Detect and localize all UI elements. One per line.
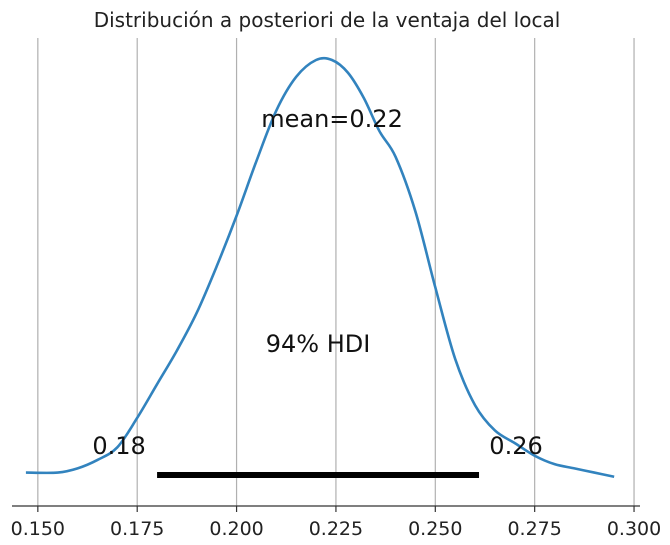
hdi-low-label: 0.18: [92, 432, 145, 460]
x-axis-ticks: 0.150 0.175 0.200 0.225 0.250 0.275 0.300: [11, 506, 661, 540]
mean-annotation: mean=0.22: [261, 105, 403, 133]
x-gridlines: [37, 38, 635, 506]
x-tick-label: 0.275: [507, 518, 561, 540]
hdi-label: 94% HDI: [266, 330, 371, 358]
chart-title: Distribución a posteriori de la ventaja …: [94, 8, 561, 32]
x-tick-label: 0.250: [408, 518, 462, 540]
hdi-high-label: 0.26: [489, 432, 542, 460]
x-tick-label: 0.300: [607, 518, 661, 540]
x-tick-label: 0.225: [309, 518, 363, 540]
density-curve: [25, 56, 615, 479]
x-tick-label: 0.150: [11, 518, 65, 540]
x-tick-label: 0.200: [209, 518, 263, 540]
x-tick-label: 0.175: [110, 518, 164, 540]
